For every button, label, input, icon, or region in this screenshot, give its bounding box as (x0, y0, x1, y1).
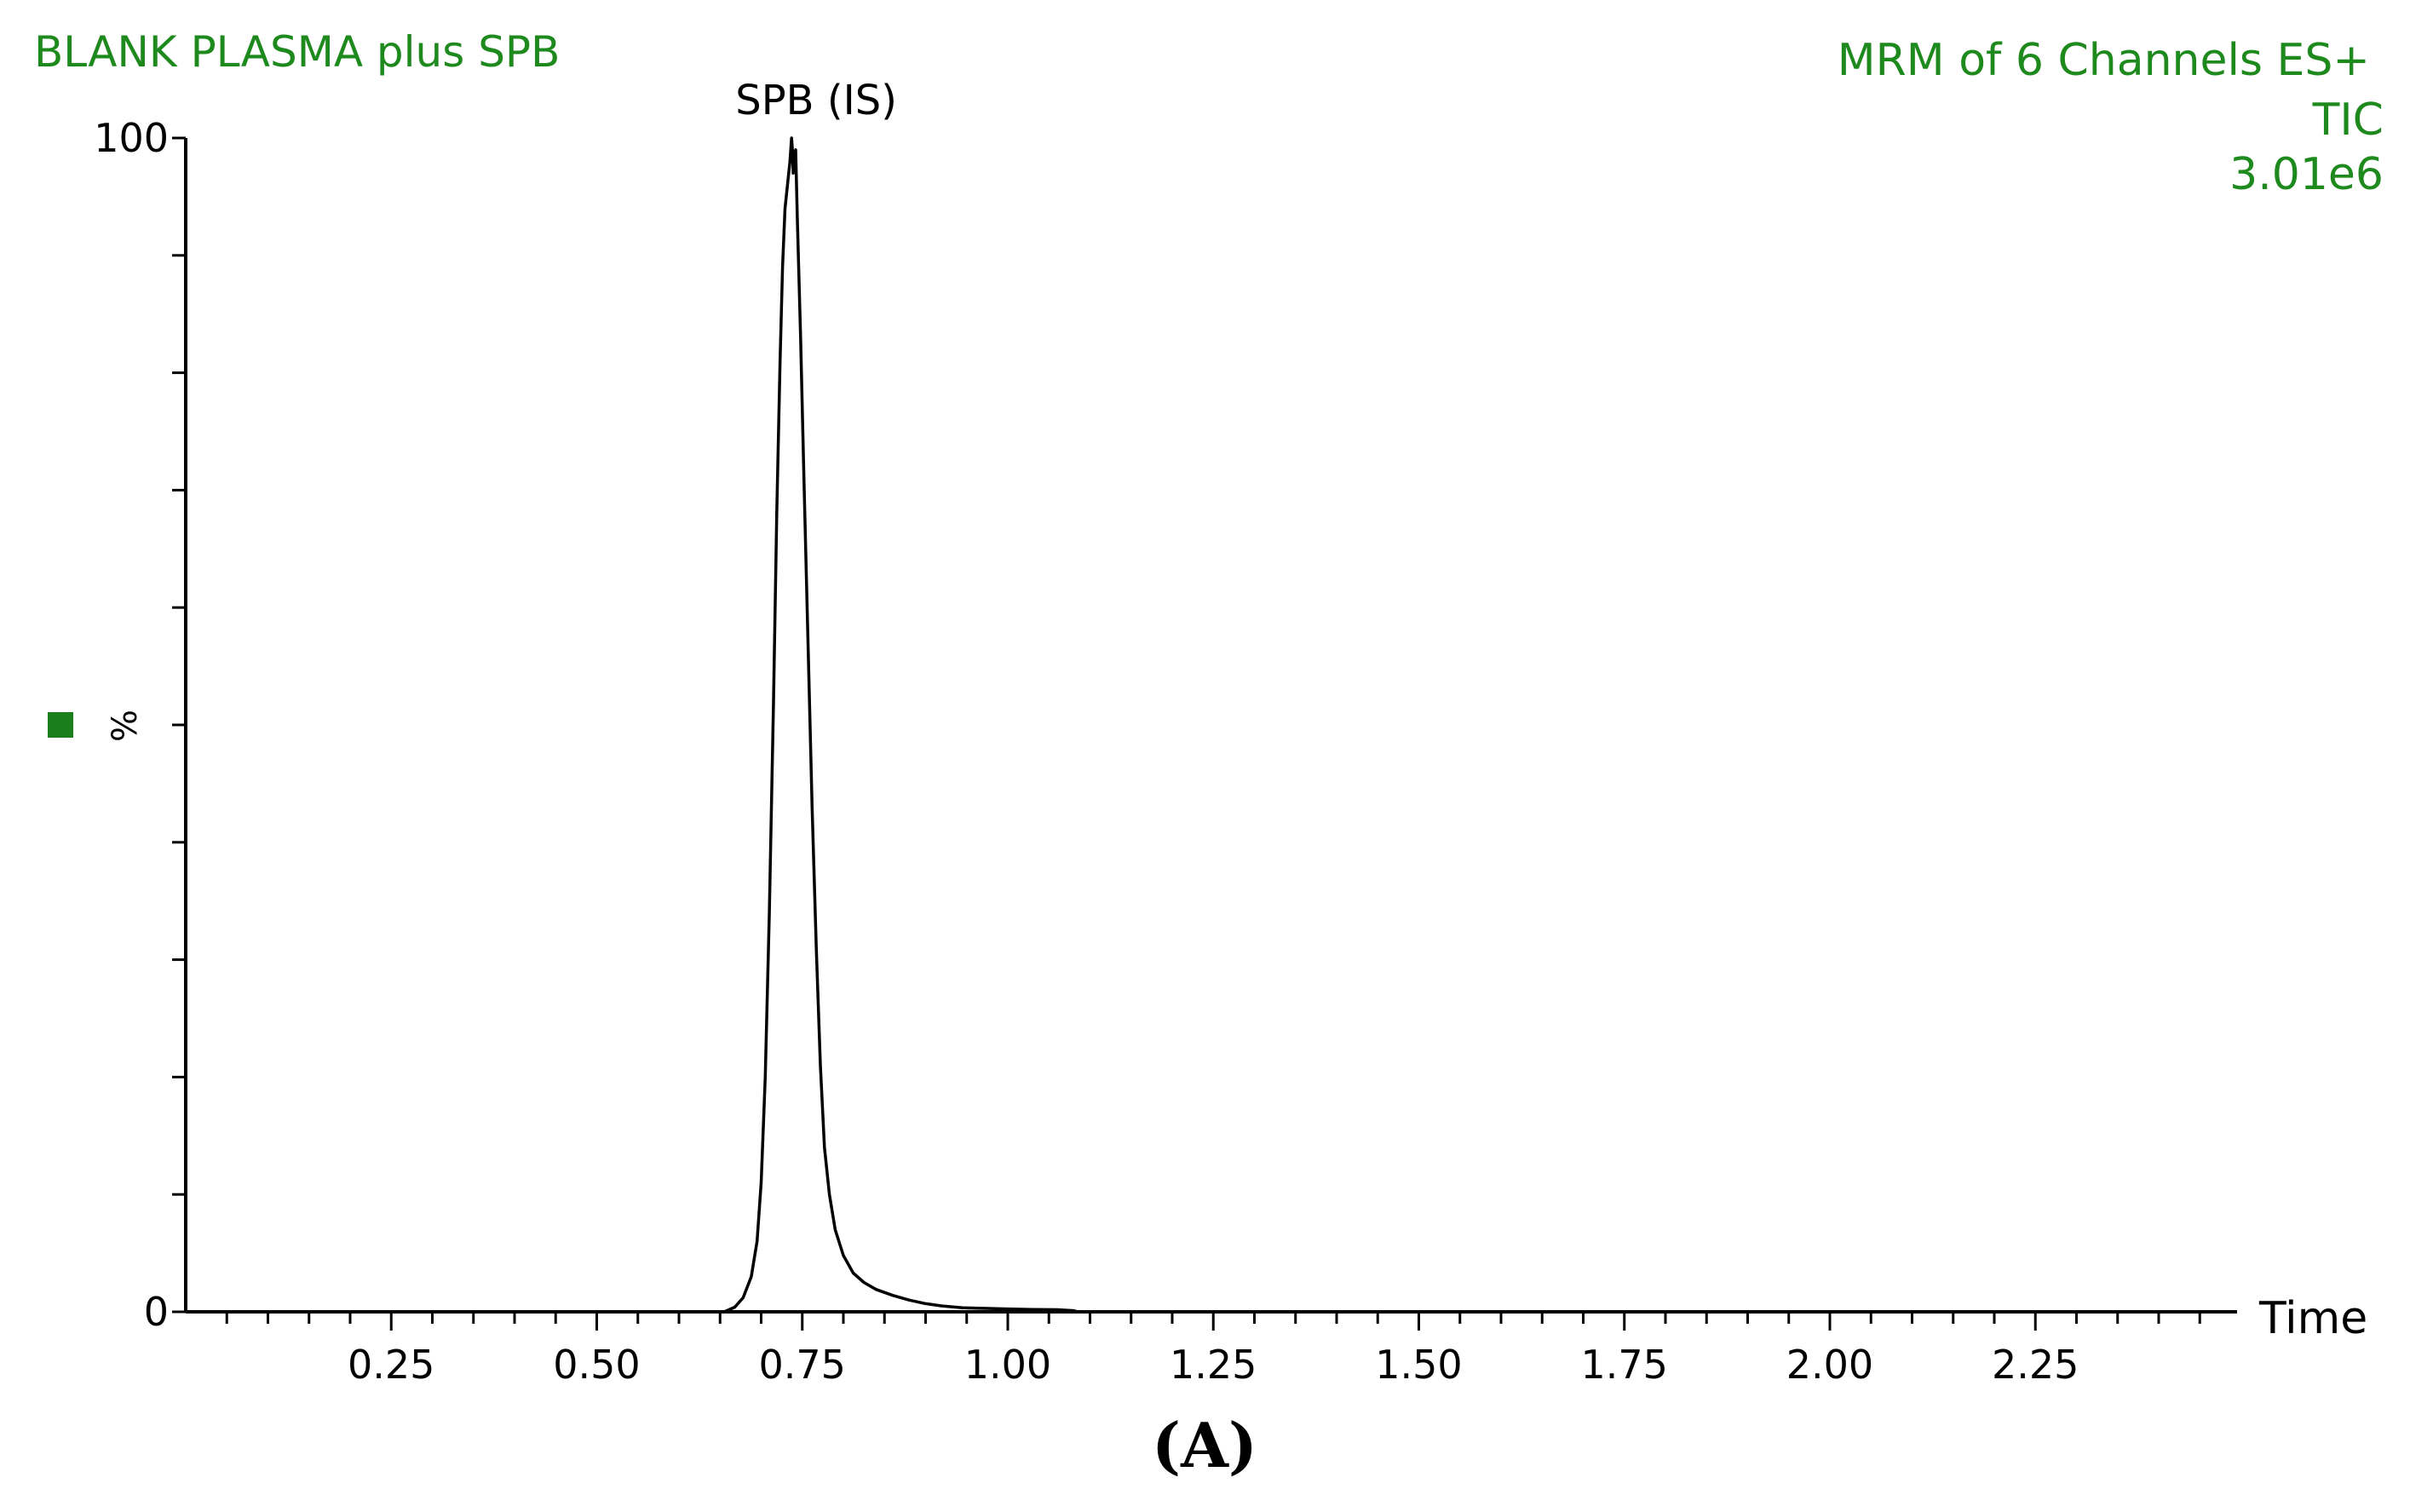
x-tick-label: 1.75 (1581, 1342, 1668, 1388)
x-tick-label: 1.50 (1375, 1342, 1462, 1388)
x-tick-label: 2.00 (1786, 1342, 1873, 1388)
trace-type-label: TIC (2312, 95, 2384, 146)
channel-info-label: MRM of 6 Channels ES+ (1838, 35, 2370, 86)
x-tick-label: 0.25 (348, 1342, 434, 1388)
x-axis-ticks (225, 1312, 2201, 1331)
x-tick-label: 2.25 (1992, 1342, 2079, 1388)
panel-label: (A) (1152, 1409, 1257, 1481)
x-tick-label: 1.00 (964, 1342, 1051, 1388)
intensity-scale-label: 3.01e6 (2229, 149, 2384, 200)
x-tick-label: 0.50 (553, 1342, 640, 1388)
x-tick-label: 0.75 (759, 1342, 846, 1388)
x-axis-label: Time (2258, 1293, 2367, 1344)
trace-marker-square (48, 712, 73, 738)
x-axis-tick-labels: 0.25 0.50 0.75 1.00 1.25 1.50 1.75 2.00 2.25 (348, 1342, 2079, 1388)
y-axis-tick-labels: 100 0 (94, 115, 169, 1335)
tic-trace-line (186, 136, 2237, 1314)
sample-name-title: BLANK PLASMA plus SPB (34, 27, 560, 77)
x-tick-label: 1.25 (1170, 1342, 1257, 1388)
axes: 0.25 0.50 0.75 1.00 1.25 1.50 1.75 2.00 2.25 100… (94, 115, 2237, 1388)
y-tick-label: 100 (94, 115, 169, 161)
peak-annotation-spb-is: SPB (IS) (735, 77, 897, 124)
y-tick-label: 0 (144, 1289, 169, 1335)
y-axis-ticks (172, 136, 186, 1314)
y-axis-label: % (106, 710, 145, 742)
